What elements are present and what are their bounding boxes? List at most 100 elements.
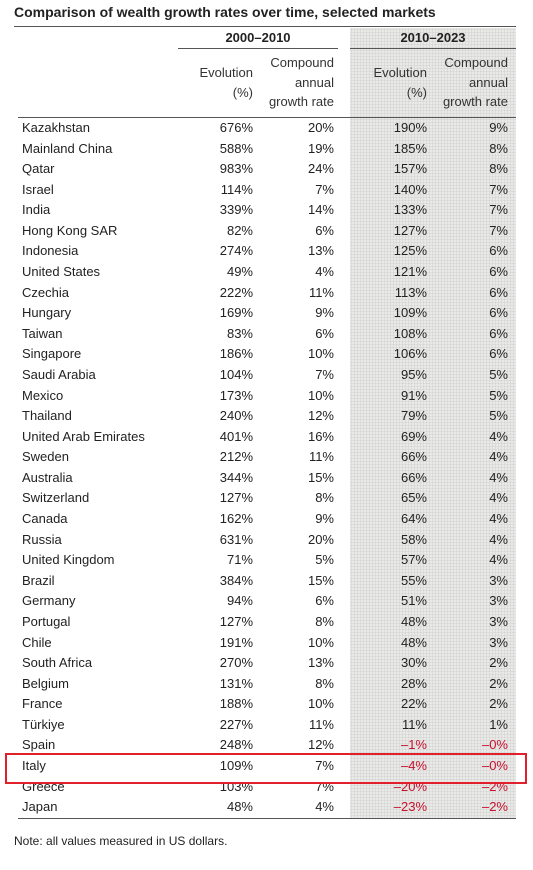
cell-value: 240% (219, 408, 253, 424)
group-rule (178, 48, 338, 49)
row-label: Kazakhstan (22, 120, 90, 135)
cell-value: 7% (315, 757, 334, 773)
cell-value: 173% (219, 387, 253, 403)
cell-value: 8% (489, 161, 508, 177)
cell-value: 104% (219, 366, 253, 382)
row-label: Hong Kong SAR (22, 222, 118, 238)
row-label: Brazil (22, 572, 55, 588)
cell-value: 274% (219, 243, 253, 259)
cell-value: 79% (400, 408, 427, 424)
cell-value: 5% (315, 552, 334, 568)
cell-value: 212% (219, 449, 253, 465)
cell-value: 6% (315, 325, 334, 341)
cell-value: 6% (315, 593, 334, 609)
cell-value: 4% (489, 552, 508, 568)
cell-value: 4% (489, 428, 508, 444)
row-label: Belgium (22, 675, 69, 691)
cell-value: 631% (219, 531, 253, 547)
cell-value: 66% (400, 449, 427, 465)
row-label: Israel (22, 181, 54, 197)
cell-value: 131% (219, 675, 253, 691)
cell-value: 71% (226, 552, 253, 568)
cell-value: 339% (219, 202, 253, 218)
row-label: Singapore (22, 346, 82, 362)
cell-value: 191% (219, 634, 253, 650)
cell-value: 127% (219, 613, 253, 629)
cell-value: 344% (219, 469, 253, 485)
group-rule (350, 48, 516, 49)
cell-value: 127% (393, 222, 427, 238)
cell-value: 1% (489, 716, 508, 732)
cell-value: 19% (307, 140, 334, 156)
row-label: Russia (22, 531, 62, 547)
cell-value: 20% (307, 120, 334, 135)
cell-value: 48% (226, 799, 253, 815)
cell-value: 4% (489, 449, 508, 465)
column-header: Evolution (%) (373, 65, 427, 100)
row-label: Japan (22, 799, 58, 815)
row-label: France (22, 696, 63, 712)
row-label: Saudi Arabia (22, 366, 96, 382)
cell-value: 3% (489, 634, 508, 650)
cell-value: 248% (219, 737, 253, 753)
cell-value: 48% (400, 613, 427, 629)
cell-value: 983% (219, 161, 253, 177)
cell-value: 8% (315, 675, 334, 691)
cell-value: 82% (226, 222, 253, 238)
cell-value: 4% (489, 511, 508, 527)
cell-value: 384% (219, 572, 253, 588)
row-label: Thailand (22, 408, 72, 424)
row-label: Czechia (22, 284, 69, 300)
cell-value: 6% (315, 222, 334, 238)
row-label: Germany (22, 593, 76, 609)
cell-value: 4% (489, 469, 508, 485)
cell-value: 7% (315, 366, 334, 382)
cell-value: 14% (307, 202, 334, 218)
cell-value: 270% (219, 655, 253, 671)
shaded-column-area (350, 28, 516, 818)
cell-value: –2% (481, 799, 508, 815)
cell-value: 109% (219, 757, 253, 773)
row-label: Canada (22, 511, 68, 527)
cell-value: 4% (315, 799, 334, 815)
title: Comparison of wealth growth rates over t… (14, 4, 436, 20)
cell-value: 11% (308, 284, 334, 300)
cell-value: 8% (315, 613, 334, 629)
cell-value: 188% (219, 696, 253, 712)
note: Note: all values measured in US dollars. (14, 834, 228, 848)
cell-value: 95% (400, 366, 427, 382)
cell-value: 9% (315, 305, 334, 321)
cell-value: 185% (393, 140, 427, 156)
cell-value: 91% (400, 387, 427, 403)
cell-value: 4% (315, 264, 334, 280)
cell-value: 125% (393, 243, 427, 259)
column-header: Compound annual growth rate (442, 55, 508, 109)
cell-value: 133% (393, 202, 427, 218)
column-group: 2010–2023 (400, 30, 466, 45)
cell-value: –0% (481, 757, 508, 773)
cell-value: 65% (400, 490, 427, 506)
cell-value: 8% (315, 490, 334, 506)
cell-value: 5% (489, 366, 508, 382)
cell-value: 222% (219, 284, 253, 300)
cell-value: 8% (489, 140, 508, 156)
cell-value: 51% (400, 593, 427, 609)
cell-value: 6% (489, 346, 508, 362)
cell-value: 15% (307, 469, 334, 485)
cell-value: 6% (489, 325, 508, 341)
cell-value: 114% (220, 181, 253, 197)
cell-value: 190% (393, 120, 427, 135)
cell-value: –23% (393, 799, 427, 815)
cell-value: 4% (489, 490, 508, 506)
cell-value: 106% (393, 346, 427, 362)
row-label: Switzerland (22, 490, 90, 506)
row-label: Mexico (22, 387, 64, 403)
cell-value: 401% (219, 428, 253, 444)
row-label: United States (22, 264, 101, 280)
row-label: Spain (22, 737, 56, 753)
cell-value: 57% (400, 552, 427, 568)
cell-value: 20% (307, 531, 334, 547)
cell-value: 11% (308, 716, 334, 732)
row-label: Taiwan (22, 325, 63, 341)
row-label: Italy (22, 757, 46, 773)
